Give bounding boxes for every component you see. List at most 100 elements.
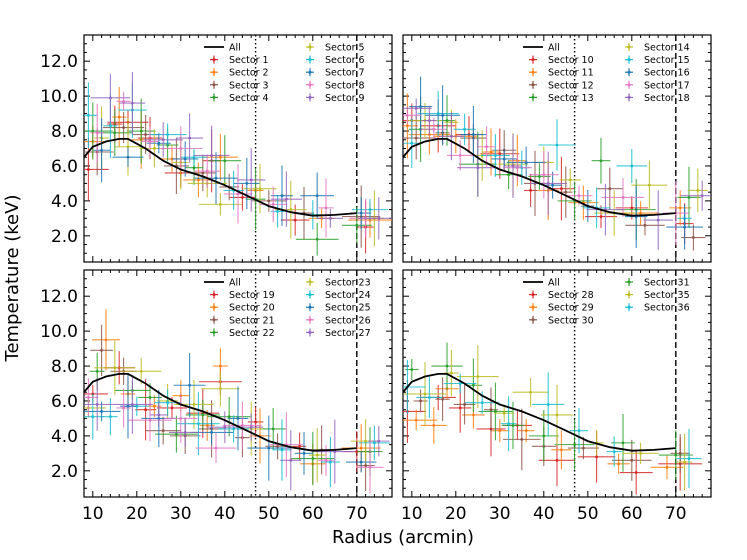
legend-swatch [308, 330, 312, 334]
data-point [364, 464, 367, 467]
y-tick-label: 2.0 [51, 227, 78, 247]
legend-label: Sector 22 [229, 328, 275, 339]
data-point [678, 206, 682, 210]
data-point [355, 223, 359, 227]
data-point [329, 460, 332, 464]
data-point [241, 195, 244, 199]
data-point [524, 429, 528, 433]
data-point [555, 143, 559, 147]
series-sector-16 [408, 76, 703, 250]
data-point [520, 437, 524, 441]
data-point [249, 178, 253, 182]
y-axis-label: Temperature (keV) [2, 195, 23, 363]
data-point [643, 223, 647, 227]
data-point [458, 382, 462, 385]
data-point [377, 439, 381, 443]
y-tick-label: 8.0 [51, 357, 78, 377]
legend-label: Sector 35 [644, 290, 690, 301]
legend-swatch [627, 280, 631, 284]
data-layer [403, 76, 711, 251]
data-point [131, 403, 134, 406]
series-sector-8 [90, 92, 382, 239]
legend-swatch [308, 293, 312, 297]
legend-swatch [308, 70, 312, 74]
legend-swatch [531, 318, 535, 322]
data-point [683, 460, 686, 464]
series-sector-6 [84, 82, 389, 230]
data-point [95, 131, 99, 135]
x-tick-label: 20 [445, 504, 467, 524]
data-point [117, 115, 121, 119]
data-point [476, 375, 480, 378]
all-profile-line [84, 137, 357, 217]
data-point [161, 429, 165, 433]
series-sector-30 [413, 377, 690, 481]
data-point [687, 457, 691, 460]
data-point [219, 387, 222, 391]
data-point [551, 183, 554, 187]
data-point [100, 348, 103, 352]
data-point [630, 206, 634, 210]
legend-swatch [627, 70, 631, 74]
x-tick-label: 70 [665, 504, 687, 524]
data-point [494, 154, 497, 157]
legend-label: Sector 31 [644, 278, 690, 289]
y-tick-label: 10.0 [40, 322, 78, 342]
data-point [414, 106, 418, 110]
data-point [489, 150, 493, 154]
data-point [280, 448, 284, 452]
y-tick-label: 6.0 [51, 157, 78, 177]
data-point [95, 403, 99, 406]
data-point [236, 192, 240, 196]
data-point [463, 403, 466, 406]
legend-swatch [531, 83, 535, 87]
data-point [219, 364, 222, 368]
data-point [555, 413, 559, 417]
data-layer [84, 71, 392, 256]
data-point [630, 458, 634, 462]
data-point [131, 101, 134, 105]
data-point [271, 202, 275, 206]
data-point [373, 441, 376, 445]
data-point [126, 155, 130, 159]
data-point [665, 465, 669, 469]
data-point [219, 155, 222, 159]
data-point [560, 448, 563, 452]
data-point [555, 458, 559, 462]
data-point [192, 166, 196, 170]
data-point [311, 457, 315, 460]
data-point [414, 418, 418, 422]
data-point [507, 422, 510, 426]
data-point [542, 434, 546, 438]
legend-label: Sector 7 [325, 68, 365, 79]
legend-swatch [212, 70, 216, 74]
data-point [406, 124, 409, 128]
legend-label: Sector 9 [325, 93, 365, 104]
legend-label: Sector 21 [229, 315, 275, 326]
data-point [683, 225, 686, 229]
data-point [445, 364, 449, 368]
data-point [91, 415, 95, 419]
data-point [201, 413, 205, 417]
data-point [236, 417, 240, 420]
data-point [621, 441, 625, 445]
data-point [315, 194, 319, 198]
data-point [639, 451, 642, 455]
legend-swatch [308, 58, 312, 62]
legend-label: Sector 26 [325, 315, 371, 326]
data-point [289, 208, 293, 212]
data-point [511, 424, 515, 427]
x-tick-label: 50 [577, 504, 599, 524]
data-point [359, 460, 363, 464]
legend-label: Sector 27 [325, 328, 371, 339]
legend-label: Sector 8 [325, 80, 365, 91]
series-sector-31 [404, 342, 693, 480]
data-point [423, 392, 427, 396]
data-point [271, 427, 275, 431]
data-point [109, 124, 112, 128]
data-point [139, 369, 143, 373]
data-point [109, 415, 112, 419]
data-point [480, 401, 484, 405]
